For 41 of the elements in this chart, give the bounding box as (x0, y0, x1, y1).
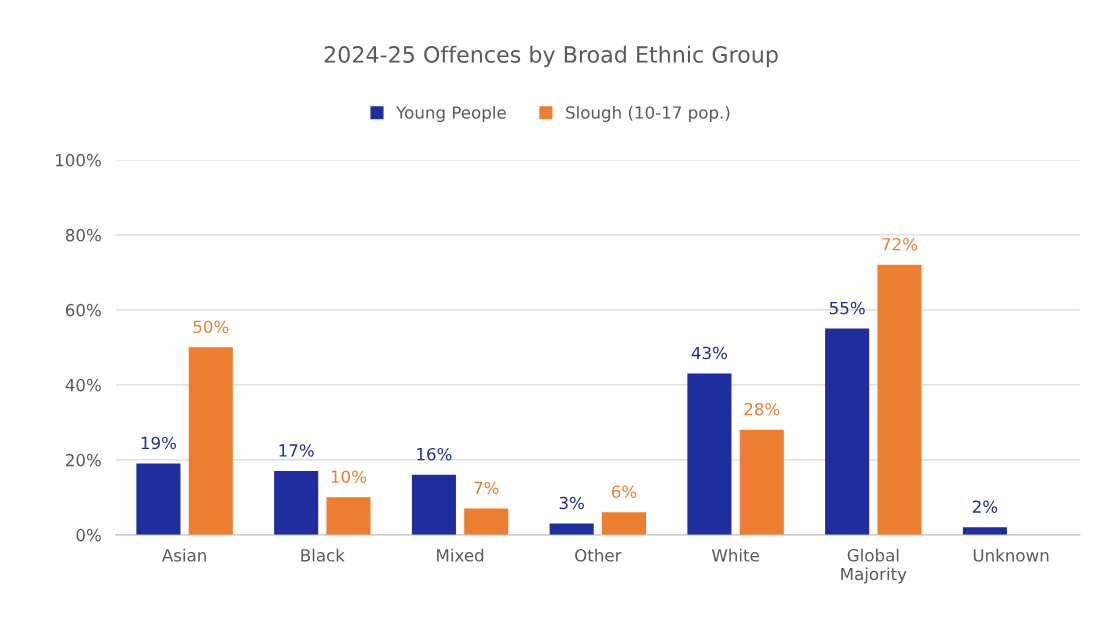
data-label: 16% (417, 447, 452, 461)
bar (601, 512, 647, 535)
bar (825, 328, 870, 535)
data-label: 28% (744, 402, 780, 416)
bar (962, 527, 1007, 535)
data-label: 10% (331, 470, 367, 483)
bar (136, 463, 181, 535)
data-label: 3% (559, 496, 584, 510)
x-tick-label: Unknown (973, 548, 1049, 562)
y-tick-label: 0% (76, 528, 101, 542)
bar (274, 471, 319, 535)
data-label: 55% (829, 301, 865, 315)
x-tick-label: Black (301, 548, 345, 562)
bar (326, 497, 371, 535)
bar (411, 474, 456, 535)
y-tick-label: 40% (65, 378, 101, 392)
bar (464, 508, 509, 535)
data-label: 72% (882, 237, 918, 251)
legend-label: Slough (10-17 pop.) (566, 105, 730, 123)
chart-title: 2024-25 Offences by Broad Ethnic Group (324, 45, 778, 68)
data-label: 6% (611, 485, 637, 498)
x-tick-label: Asian (161, 548, 206, 562)
data-label: 7% (474, 481, 499, 495)
legend-label: Young People (396, 105, 506, 123)
y-tick-label: 80% (65, 228, 101, 242)
x-tick-label: Global Majority (841, 548, 907, 584)
x-tick-label: White (711, 548, 759, 562)
data-label: 43% (691, 346, 728, 360)
data-label: 19% (141, 436, 177, 450)
data-label: 2% (972, 500, 998, 513)
bar (687, 373, 732, 535)
y-tick-label: 20% (66, 453, 101, 467)
y-tick-label: 60% (65, 303, 101, 317)
y-tick-label: 100% (56, 153, 101, 167)
bar (188, 347, 233, 535)
x-tick-label: Mixed (437, 548, 484, 562)
data-label: 17% (279, 444, 314, 457)
bar (877, 264, 922, 535)
bar (739, 429, 784, 535)
data-label: 50% (193, 320, 229, 334)
x-tick-label: Other (575, 548, 622, 562)
